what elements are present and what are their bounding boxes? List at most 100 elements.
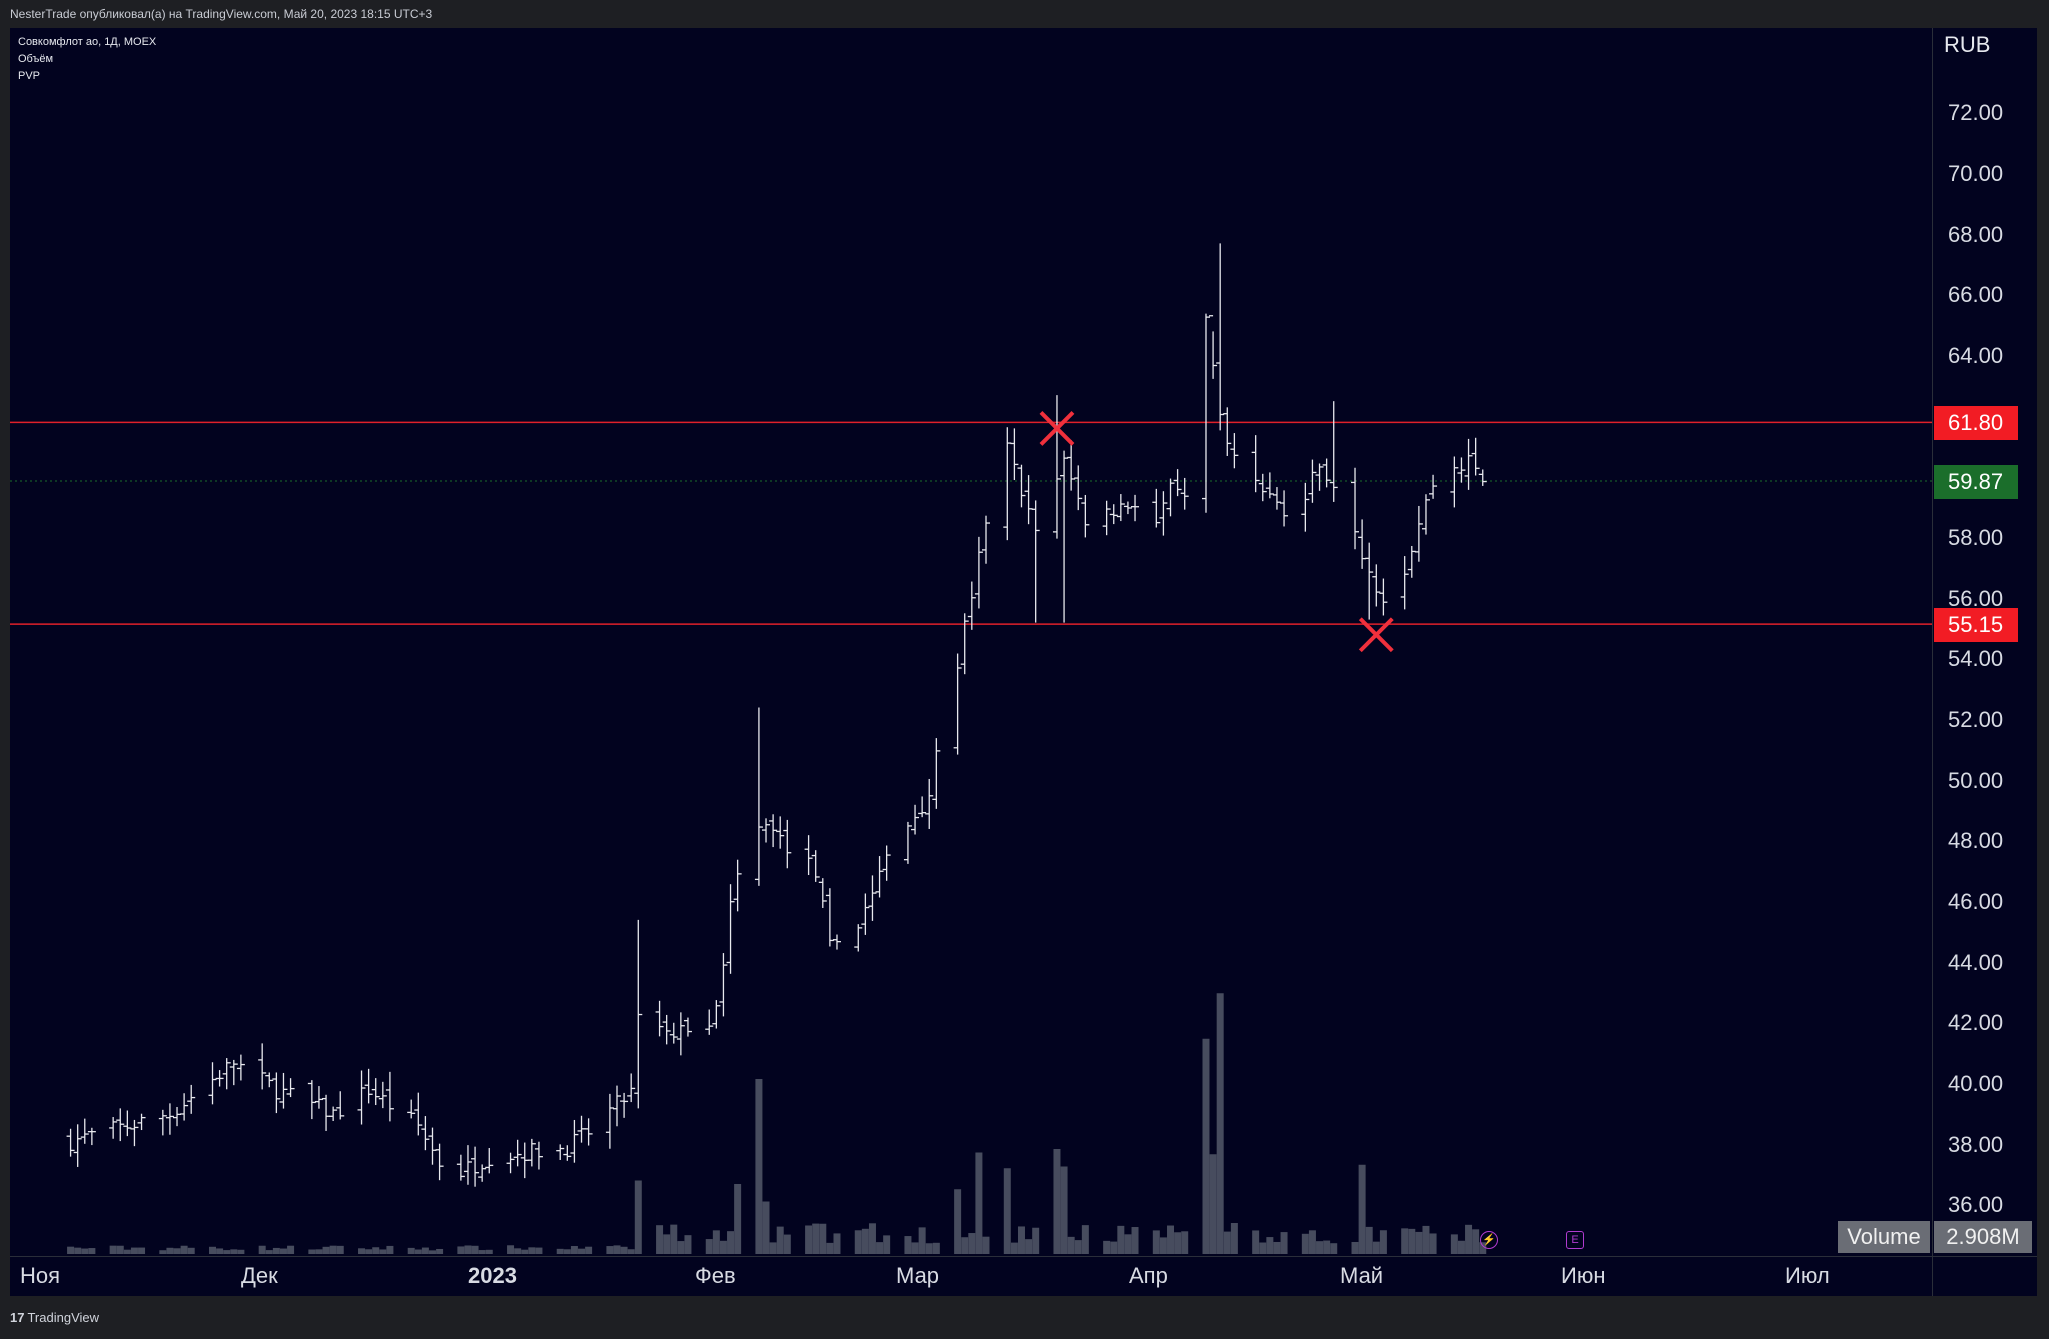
- volume-bar: [1259, 1242, 1267, 1254]
- volume-bar: [1301, 1233, 1309, 1254]
- volume-bar: [961, 1237, 969, 1254]
- volume-bar: [1266, 1237, 1274, 1254]
- price-tick: 56.00: [1948, 586, 2004, 611]
- right-frame: [2037, 28, 2049, 1339]
- volume-bar: [826, 1242, 834, 1254]
- chart-canvas[interactable]: [10, 28, 1932, 1256]
- volume-bar: [954, 1189, 962, 1254]
- volume-bar: [876, 1242, 884, 1254]
- volume-bar: [1053, 1149, 1061, 1254]
- volume-bar: [1401, 1228, 1409, 1254]
- resistance-price-tag[interactable]: 61.80: [1934, 406, 2018, 440]
- volume-bar: [1209, 1154, 1217, 1254]
- volume-bar: [180, 1245, 188, 1254]
- volume-bar: [613, 1245, 621, 1254]
- volume-bar: [911, 1242, 919, 1254]
- volume-bar: [159, 1250, 167, 1254]
- support-price-tag[interactable]: 55.15: [1934, 608, 2018, 642]
- volume-bar: [166, 1247, 174, 1254]
- volume-bar: [485, 1249, 493, 1254]
- volume-bar: [1323, 1240, 1331, 1254]
- volume-bar: [436, 1248, 444, 1254]
- time-tick: Ноя: [20, 1263, 61, 1288]
- volume-bar: [1252, 1230, 1260, 1254]
- price-tick: 42.00: [1948, 1010, 2004, 1035]
- volume-bar: [1465, 1224, 1473, 1254]
- price-tick: 54.00: [1948, 646, 2004, 671]
- symbol-title[interactable]: Совкомфлот ао, 1Д, MOEX: [18, 36, 157, 48]
- footer-bar: [0, 1296, 2037, 1339]
- price-tick: 70.00: [1948, 161, 2004, 186]
- price-tick: 72.00: [1948, 100, 2004, 125]
- time-tick: Май: [1340, 1263, 1384, 1288]
- chart-legend: Совкомфлот ао, 1Д, MOEX Объём PVP: [18, 34, 156, 85]
- volume-bar: [634, 1180, 642, 1254]
- volume-bar: [918, 1227, 926, 1254]
- volume-bar: [812, 1223, 820, 1254]
- volume-bar: [1273, 1241, 1281, 1254]
- cross-marker-stroke: [1039, 411, 1075, 446]
- volume-bar: [329, 1245, 337, 1254]
- volume-bar: [1074, 1240, 1082, 1254]
- volume-bar: [81, 1248, 89, 1254]
- volume-bar: [868, 1223, 876, 1254]
- volume-bar: [365, 1249, 373, 1254]
- volume-bar: [209, 1246, 217, 1254]
- volume-bar: [265, 1250, 273, 1254]
- price-tick: 52.00: [1948, 707, 2004, 732]
- volume-indicator-title[interactable]: Объём: [18, 53, 54, 65]
- volume-bar: [1457, 1240, 1465, 1254]
- volume-bar: [677, 1241, 685, 1254]
- volume-bar: [1174, 1232, 1182, 1254]
- pvp-indicator-title[interactable]: PVP: [18, 70, 41, 82]
- volume-bar: [925, 1243, 933, 1254]
- volume-bar: [734, 1184, 742, 1254]
- volume-bar: [1408, 1228, 1416, 1254]
- earnings-icon[interactable]: E: [1566, 1231, 1584, 1249]
- last-price-tag[interactable]: 59.87: [1934, 465, 2018, 499]
- volume-bar: [138, 1247, 146, 1254]
- volume-bar: [258, 1245, 266, 1254]
- time-axis[interactable]: [10, 1256, 1932, 1296]
- volume-bar: [1372, 1241, 1380, 1254]
- volume-bar: [130, 1247, 138, 1254]
- volume-bar: [74, 1247, 82, 1254]
- volume-bar: [1003, 1168, 1011, 1254]
- volume-label-badge: Volume: [1838, 1221, 1930, 1253]
- volume-bar: [457, 1246, 465, 1254]
- volume-bar: [656, 1225, 664, 1254]
- axis-corner: [1932, 1256, 2037, 1296]
- volume-bar: [428, 1250, 436, 1254]
- volume-bar: [968, 1233, 976, 1254]
- volume-bar: [478, 1250, 486, 1254]
- volume-bar: [982, 1236, 990, 1254]
- volume-bar: [287, 1245, 295, 1254]
- time-tick: Фев: [695, 1263, 736, 1288]
- price-tick: 40.00: [1948, 1071, 2004, 1096]
- volume-value-badge: 2.908M: [1934, 1221, 2032, 1253]
- price-tick: 44.00: [1948, 950, 2004, 975]
- volume-bar: [1316, 1241, 1324, 1254]
- price-tick: 48.00: [1948, 828, 2004, 853]
- lightning-icon[interactable]: ⚡: [1480, 1231, 1498, 1249]
- volume-bar: [1223, 1231, 1231, 1254]
- volume-bar: [833, 1233, 841, 1254]
- volume-bar: [1167, 1225, 1175, 1254]
- volume-bar: [1017, 1226, 1025, 1254]
- price-tick: 68.00: [1948, 222, 2004, 247]
- time-tick: Апр: [1129, 1263, 1168, 1288]
- tradingview-brand[interactable]: 17 TradingView: [10, 1310, 99, 1325]
- volume-bar: [932, 1242, 940, 1254]
- volume-bar: [1131, 1227, 1139, 1254]
- volume-bar: [471, 1245, 479, 1254]
- price-tick: 64.00: [1948, 343, 2004, 368]
- volume-bar: [1202, 1038, 1210, 1254]
- brand-name: TradingView: [27, 1310, 100, 1325]
- volume-bar: [1379, 1230, 1387, 1254]
- volume-bar: [1450, 1234, 1458, 1254]
- volume-bar: [1124, 1234, 1132, 1254]
- volume-bar: [514, 1248, 522, 1254]
- volume-bar: [1472, 1229, 1480, 1254]
- price-axis[interactable]: [1932, 28, 2037, 1256]
- currency-label[interactable]: RUB: [1944, 32, 1991, 57]
